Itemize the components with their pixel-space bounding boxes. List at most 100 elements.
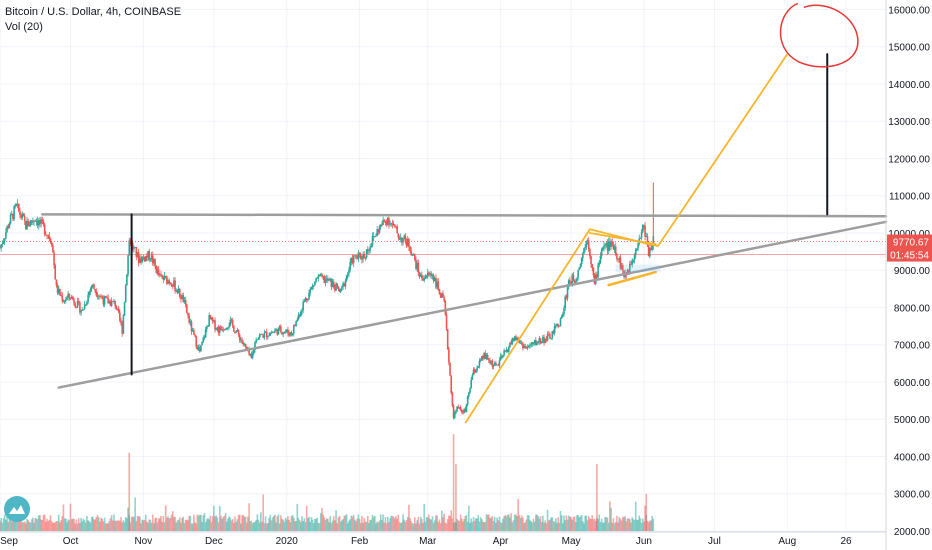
volume-bar	[606, 517, 609, 531]
volume-bar	[70, 519, 73, 531]
candle-body	[498, 360, 501, 366]
volume-bar	[392, 516, 395, 531]
candle-body	[583, 248, 585, 254]
volume-bar	[391, 515, 394, 531]
volume-spike-bar	[455, 463, 457, 531]
volume-bar	[30, 519, 33, 531]
candle-body	[40, 219, 42, 224]
volume-bar	[182, 516, 185, 531]
candle-body	[424, 277, 427, 279]
candle-body	[490, 361, 492, 364]
volume-bar	[75, 519, 78, 531]
volume-bar	[422, 522, 424, 531]
volume-bar	[99, 521, 101, 531]
candle-body	[558, 326, 561, 327]
volume-bar	[66, 522, 68, 531]
volume-bar	[556, 522, 558, 531]
volume-bar	[442, 517, 444, 531]
volume-bar	[563, 515, 565, 531]
volume-bar	[358, 518, 361, 531]
candle-body	[614, 246, 617, 255]
volume-bar	[531, 522, 534, 531]
volume-bar	[288, 519, 290, 531]
candle-body	[409, 246, 411, 252]
volume-bar	[567, 515, 570, 531]
volume-bar	[350, 515, 353, 531]
volume-bar	[525, 519, 528, 531]
candle-body	[566, 287, 569, 299]
volume-bar	[580, 514, 583, 531]
volume-bar	[129, 522, 132, 531]
tradingview-logo-icon[interactable]	[4, 496, 30, 522]
volume-bar	[154, 518, 156, 531]
volume-bar	[438, 519, 441, 531]
candle-body	[122, 315, 125, 334]
volume-bar	[114, 520, 116, 531]
candle-body	[610, 241, 612, 248]
candle-body	[391, 223, 394, 225]
volume-bar	[398, 522, 401, 531]
volume-bar	[225, 521, 228, 531]
volume-bar	[204, 522, 207, 531]
candle-body	[646, 236, 649, 246]
chart-legend: Bitcoin / U.S. Dollar, 4h, COINBASE Vol …	[5, 5, 181, 35]
trend-drawings[interactable]	[0, 2, 888, 424]
volume-bar	[435, 515, 437, 531]
candle-body	[603, 245, 605, 248]
volume-bar	[423, 503, 425, 531]
candle-body	[533, 340, 536, 344]
volume-bar	[96, 514, 99, 531]
candle-body	[197, 347, 200, 350]
candle-body	[41, 219, 44, 222]
candle-body	[310, 287, 313, 290]
candle-body	[560, 316, 563, 319]
volume-bar	[416, 520, 418, 531]
volume-bar	[72, 518, 74, 531]
candle-body	[451, 393, 454, 406]
volume-bar	[632, 519, 635, 531]
volume-bar	[342, 519, 344, 531]
candle-body	[425, 275, 428, 278]
candle-body	[311, 285, 314, 288]
candle-body	[356, 258, 359, 260]
volume-bar	[76, 523, 79, 531]
volume-bar	[113, 514, 115, 531]
candle-body	[526, 347, 529, 349]
candle-body	[489, 360, 491, 364]
candle-body	[484, 352, 487, 359]
volume-bar	[453, 521, 456, 531]
volume-bar	[272, 515, 275, 531]
volume-bar	[591, 515, 594, 531]
candle-body	[636, 248, 638, 251]
candle-body	[241, 339, 243, 343]
candle-body	[67, 293, 69, 298]
candle-body	[46, 234, 48, 236]
volume-bar	[167, 516, 169, 531]
volume-bar	[240, 523, 242, 531]
candle-body	[441, 293, 443, 298]
volume-bar	[81, 521, 84, 531]
volume-bar	[500, 522, 503, 531]
volume-bar	[283, 521, 286, 531]
volume-bar	[157, 518, 160, 531]
candle-body	[458, 407, 461, 409]
volume-bar	[544, 520, 547, 531]
candle-body	[371, 236, 374, 246]
candle-body	[596, 274, 598, 278]
volume-bar	[243, 516, 246, 531]
time-tick-label: Jul	[708, 536, 721, 547]
candle-body	[81, 309, 84, 311]
volume-bar	[412, 523, 415, 531]
volume-bar	[553, 521, 556, 531]
volume-bar	[476, 518, 478, 531]
candle-body	[394, 224, 396, 227]
candle-body	[466, 396, 469, 405]
volume-bar	[364, 521, 367, 531]
volume-bar	[616, 515, 618, 531]
candle-body	[573, 280, 576, 283]
candle-body	[217, 327, 220, 334]
volume-bar	[274, 514, 276, 531]
volume-bar	[522, 517, 524, 531]
candle-body	[76, 301, 79, 308]
